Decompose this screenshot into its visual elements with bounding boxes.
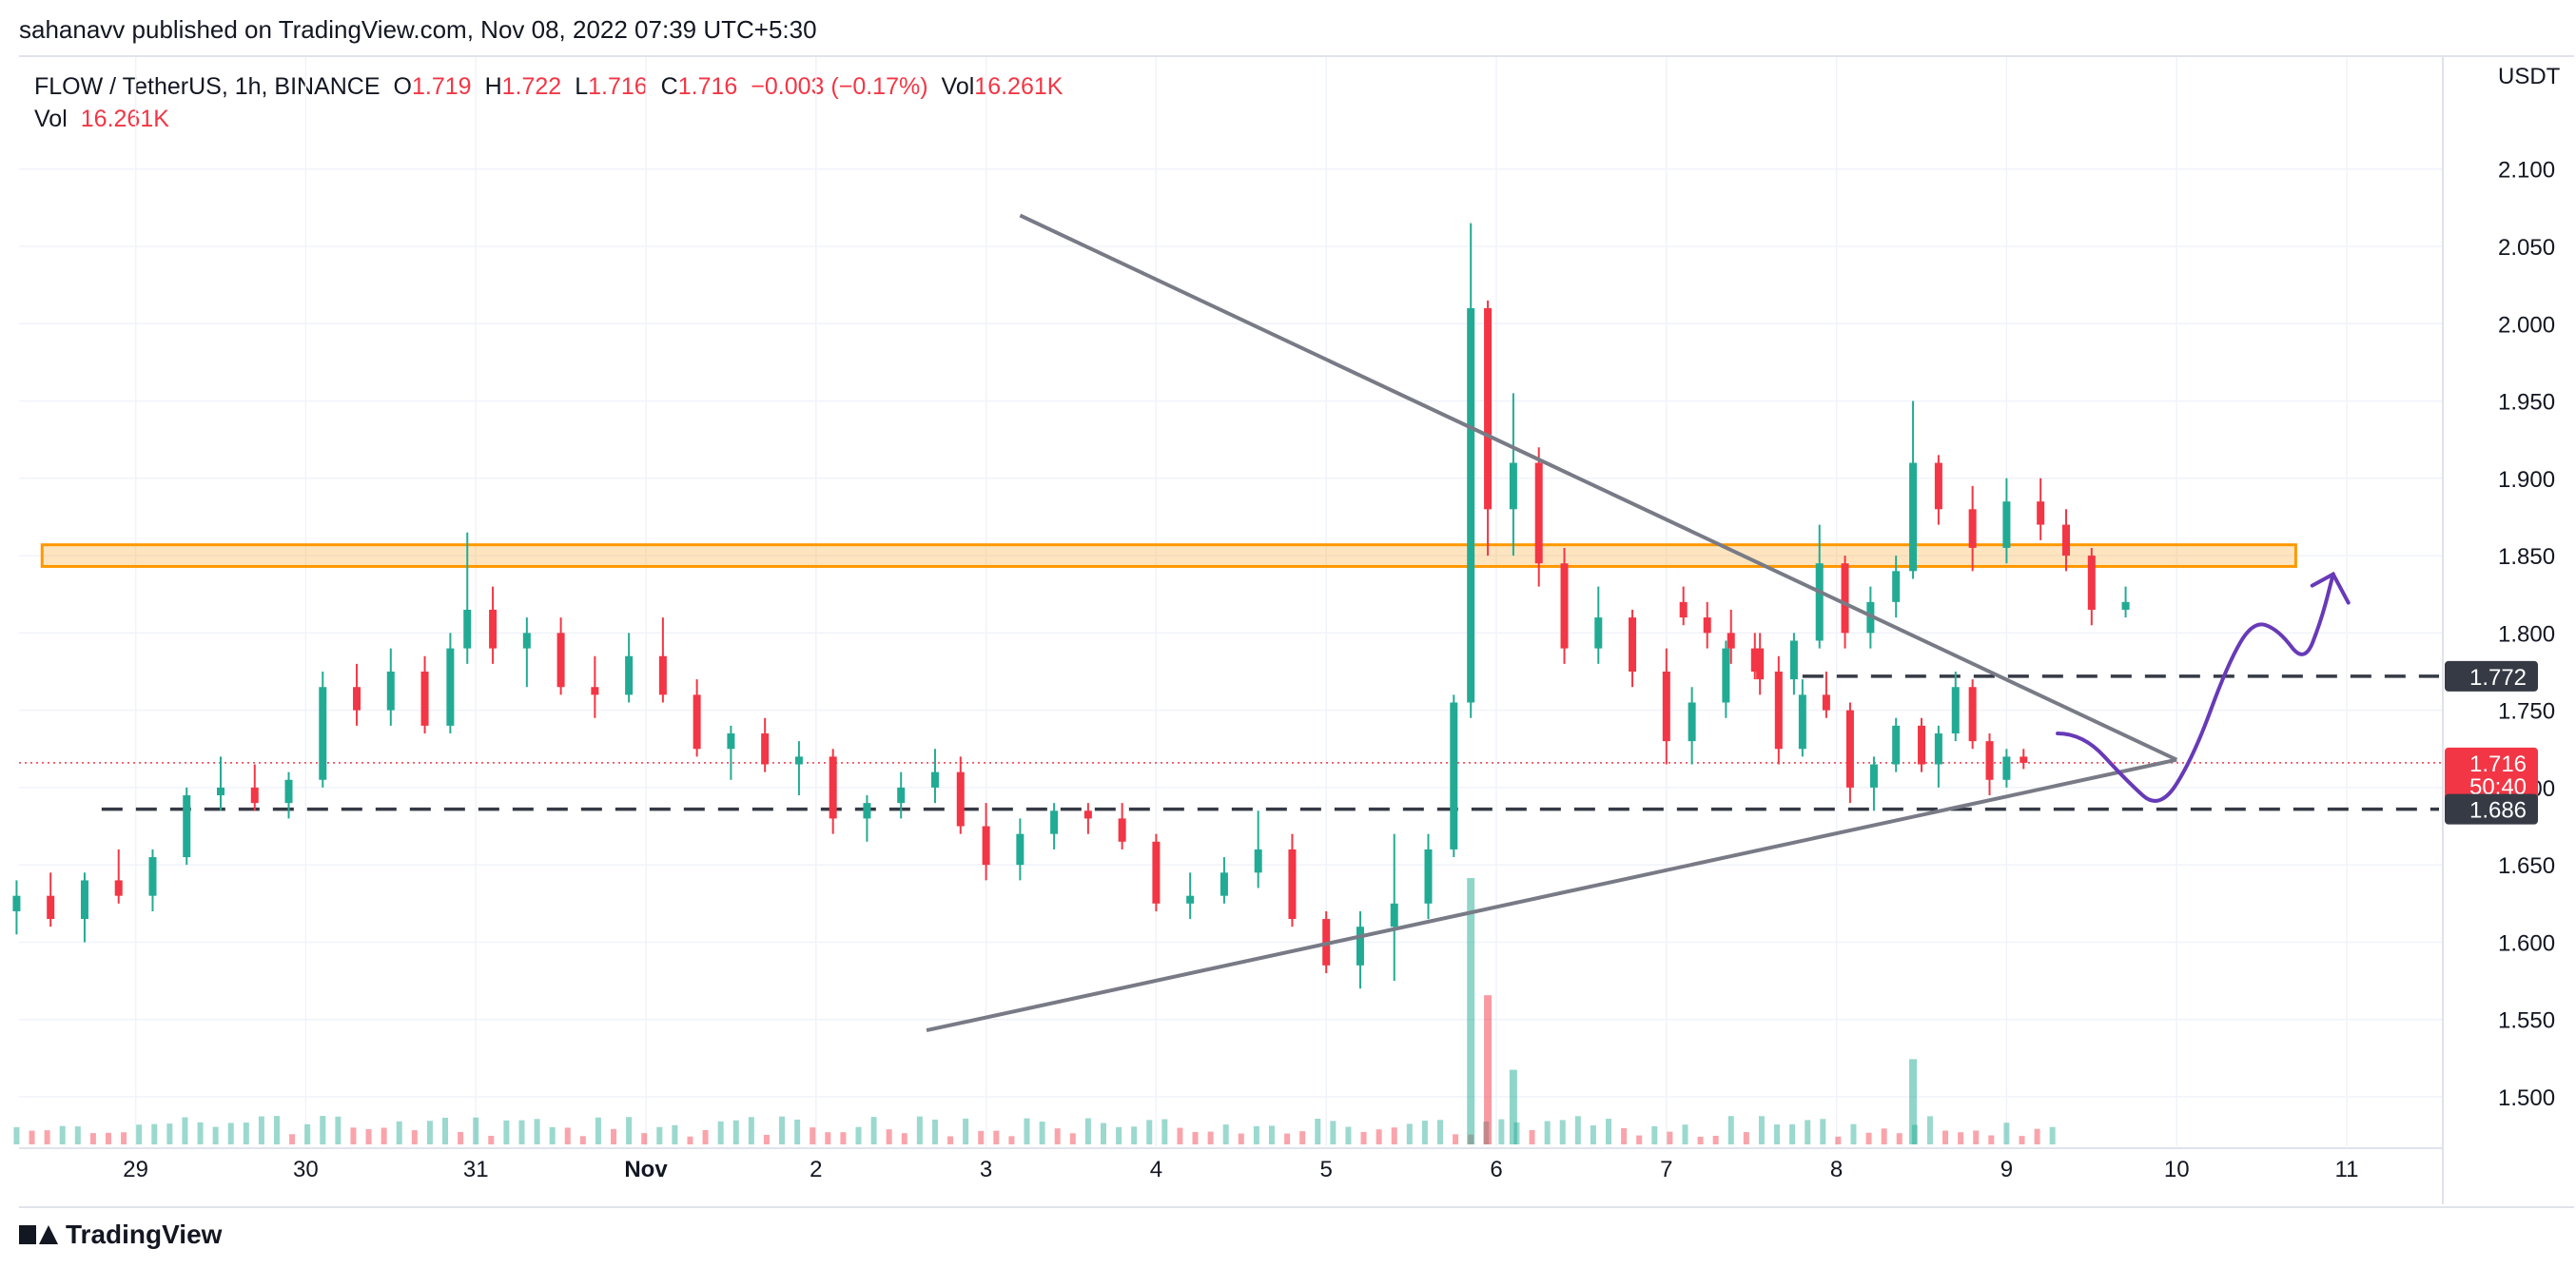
published-line: sahanavv published on TradingView.com, N…	[19, 15, 817, 44]
legend-o-value: 1.719	[412, 73, 472, 100]
legend-l-value: 1.716	[588, 73, 648, 100]
legend-vol-label: Vol	[941, 73, 975, 100]
legend-vol2-label[interactable]: Vol	[34, 106, 68, 132]
brand-name: TradingView	[66, 1220, 223, 1249]
legend-l-label: L	[575, 73, 589, 100]
legend-c-value: 1.716	[677, 73, 738, 100]
legend-vol-value: 16.261K	[974, 73, 1064, 100]
legend-h-value: 1.722	[501, 73, 562, 100]
legend-symbol[interactable]: FLOW / TetherUS, 1h, BINANCE	[34, 73, 381, 100]
legend-o-label: O	[393, 73, 412, 100]
brand[interactable]: TradingView	[19, 1220, 222, 1250]
legend-row-2: Vol 16.261K	[34, 103, 1063, 135]
legend-row-1: FLOW / TetherUS, 1h, BINANCE O1.719 H1.722…	[34, 70, 1063, 103]
tradingview-logo-icon	[19, 1225, 58, 1244]
legend-h-label: H	[484, 73, 502, 100]
chart-legend: FLOW / TetherUS, 1h, BINANCE O1.719 H1.722…	[34, 70, 1063, 135]
legend-change: −0.003 (−0.17%)	[751, 73, 928, 100]
chart-frame	[19, 55, 2574, 1208]
legend-vol2-value: 16.261K	[80, 106, 169, 132]
legend-c-label: C	[660, 73, 678, 100]
